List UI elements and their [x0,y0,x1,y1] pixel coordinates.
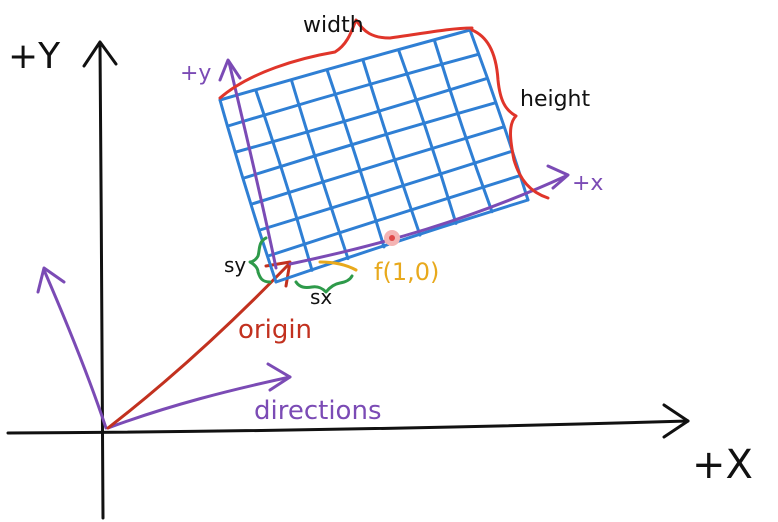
sample-point-dot [389,235,395,241]
sample-point-label: f(1,0) [374,258,439,286]
direction-vector-up [42,268,108,430]
grid-row-line [242,101,497,180]
local-x-axis-arrowhead [546,164,570,190]
grid-column-line [361,58,422,237]
direction-vector-up-arrowhead [36,266,66,294]
grid-row-line [250,125,505,206]
grid-row-line [258,149,513,232]
direction-vectors [36,266,292,430]
local-x-axis-line [288,174,568,266]
sx-label: sx [310,285,332,309]
local-y-axis-line [227,60,278,270]
width-brace [218,18,474,100]
grid-row-line [226,52,480,128]
grid-column-line [432,38,494,214]
spacing-braces [248,236,354,294]
origin-vector-line [106,262,291,430]
grid-row-line [266,174,522,258]
grid-row-line [274,198,530,284]
world-y-axis-label: +Y [8,36,61,77]
sx-brace [294,274,354,294]
sample-point-marker [318,230,400,272]
grid-column-line [397,48,458,225]
direction-vector-right [106,375,292,430]
world-y-axis-line [98,42,105,520]
width-label: width [303,13,364,38]
sample-grid [218,28,530,284]
directions-label: directions [254,396,382,426]
sy-label: sy [224,253,246,277]
local-x-axis-label: +x [572,171,603,196]
grid-row-line [234,77,489,154]
height-brace [470,28,550,200]
origin-label: origin [238,315,312,345]
height-label: height [520,87,590,112]
world-axes [6,40,690,520]
direction-vector-right-arrowhead [266,362,292,392]
world-x-axis-label: +X [692,442,753,488]
grid-column-line [218,98,278,284]
grid-column-line [289,78,350,261]
dimension-braces [218,18,550,200]
local-y-axis-label: +y [180,61,211,86]
grid-row-line [218,28,472,102]
grid-column-line [325,68,386,249]
world-x-axis-line [6,419,690,435]
sample-point-leader [318,260,358,272]
sy-brace [248,236,272,284]
local-y-axis-arrowhead [218,58,242,82]
grid-column-line [254,88,314,272]
world-x-axis-arrowhead [662,403,690,439]
world-y-axis-arrowhead [82,40,118,68]
